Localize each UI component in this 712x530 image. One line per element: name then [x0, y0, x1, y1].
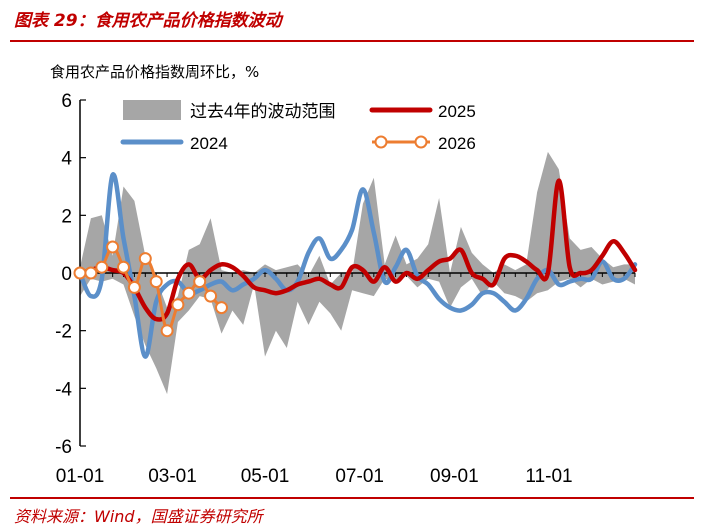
series-point-2026: [171, 298, 185, 312]
price-index-chart: 食用农产品价格指数周环比，% 6 4 2 0 -2 -4 -6 01-01 03-01 05-01…: [50, 63, 638, 487]
y-tick-label: 6: [61, 91, 72, 112]
series-point-2026: [138, 252, 152, 266]
series-point-2026: [127, 280, 141, 294]
x-tick-label: 11-01: [525, 466, 572, 487]
series-point-2026: [160, 324, 174, 338]
series-point-2026: [106, 240, 120, 254]
legend-marker-2026: [414, 135, 428, 149]
y-tick-label: 4: [61, 149, 72, 170]
series-point-2026: [95, 260, 109, 274]
series-layer: [73, 172, 638, 359]
series-point-2026: [193, 275, 207, 289]
legend-label-2024: 2024: [190, 134, 228, 153]
legend-swatch-band: [123, 100, 181, 120]
series-point-2026: [84, 266, 98, 280]
y-tick-label: 0: [61, 264, 72, 285]
y-tick-label: -4: [55, 379, 72, 400]
series-point-2026: [204, 289, 218, 303]
legend-marker-2026: [374, 135, 388, 149]
y-tick-label: -6: [55, 437, 72, 458]
title-divider: [10, 40, 694, 42]
x-tick-label: 03-01: [148, 466, 197, 487]
axes-layer: 6 4 2 0 -2 -4 -6 01-01 03-01 05-01 07-01 09-01 11-01: [55, 91, 636, 487]
y-axis-label: 食用农产品价格指数周环比，%: [50, 63, 259, 81]
x-tick-label: 01-01: [56, 466, 105, 487]
series-point-2026: [215, 301, 228, 315]
y-tick-label: -2: [55, 322, 72, 343]
legend-label-2025: 2025: [438, 102, 476, 121]
y-tick-label: 2: [61, 206, 72, 227]
legend-label-band: 过去4年的波动范围: [190, 102, 335, 121]
source-divider: [10, 497, 694, 499]
legend: 过去4年的波动范围 2025 2024 2026: [120, 100, 476, 153]
x-tick-label: 07-01: [335, 466, 384, 487]
figure-title: 图表 29：食用农产品价格指数波动: [14, 11, 282, 31]
series-point-2026: [73, 266, 87, 280]
legend-label-2026: 2026: [438, 134, 476, 153]
series-line-2025: [77, 178, 638, 322]
x-tick-label: 05-01: [241, 466, 290, 487]
source-note: 资料来源：Wind，国盛证券研究所: [14, 507, 263, 526]
series-point-2026: [182, 286, 196, 300]
x-tick-label: 09-01: [430, 466, 479, 487]
series-point-2026: [117, 260, 130, 274]
series-point-2026: [149, 275, 163, 289]
